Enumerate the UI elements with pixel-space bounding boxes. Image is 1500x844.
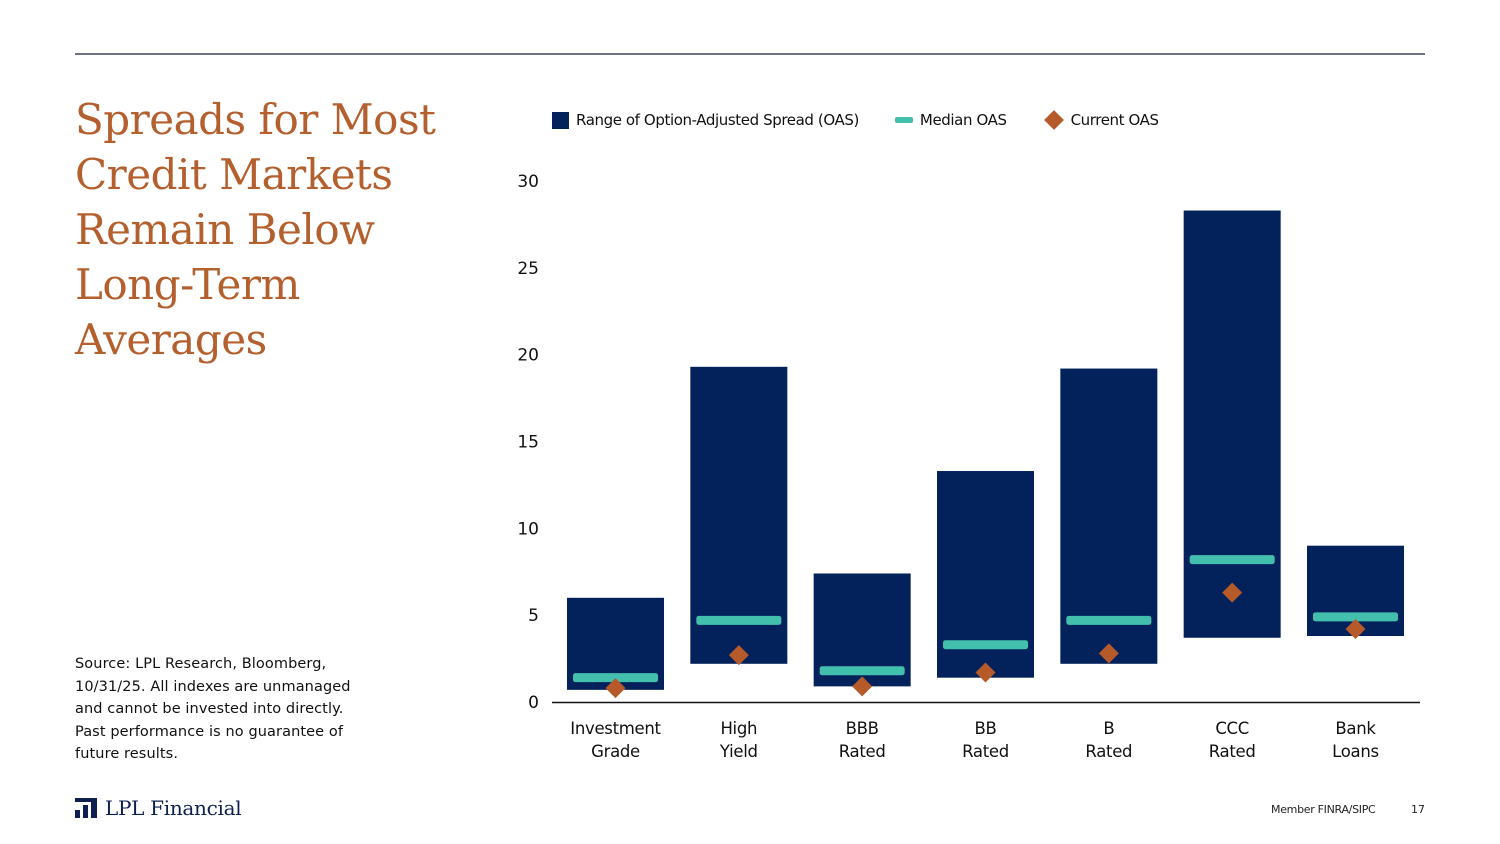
x-category-label: BBB [846,719,879,738]
range-swatch-icon [552,111,569,129]
source-line: Source: LPL Research, Bloomberg, [75,656,327,672]
source-note: Source: LPL Research, Bloomberg, 10/31/2… [75,653,395,766]
y-tick-label: 5 [528,606,539,626]
median-marker [1066,615,1152,625]
x-category-label: Grade [591,742,640,761]
legend-label: Range of Option-Adjusted Spread (OAS) [576,111,859,129]
median-marker [819,666,905,676]
range-bar [690,366,788,664]
y-tick-label: 25 [517,259,539,279]
top-divider [75,53,1425,55]
y-tick-label: 10 [517,519,539,539]
current-marker [975,662,996,683]
current-marker [728,645,749,666]
y-tick-label: 15 [517,433,539,453]
title-line: Averages [75,315,267,364]
x-category-label: Loans [1332,742,1379,761]
title-line: Remain Below [75,205,375,254]
member-finra-sipc: Member FINRA/SIPC [1271,803,1376,816]
current-marker [1222,582,1243,603]
current-marker [1345,619,1366,640]
y-tick-label: 20 [517,346,539,366]
range-bar [1060,368,1158,664]
source-line: future results. [75,746,179,762]
source-line: and cannot be invested into directly. [75,701,344,717]
median-marker [573,673,658,683]
x-category-label: Rated [1209,742,1256,761]
x-category-label: High [720,719,757,738]
legend-label: Current OAS [1070,111,1159,129]
title-line: Credit Markets [75,150,393,199]
title-line: Spreads for Most [75,95,436,144]
x-category-label: Investment [570,719,661,738]
legend-label: Median OAS [919,111,1007,129]
x-category-label: Yield [719,742,758,761]
median-dash-icon [894,117,913,123]
legend-item-median: Median OAS [894,111,1007,129]
x-category-label: Rated [962,742,1009,761]
lpl-logo-mark-icon [75,798,97,818]
median-marker [1189,555,1275,565]
current-marker [1098,643,1119,664]
source-line: 10/31/25. All indexes are unmanaged [75,678,351,695]
x-category-label: Bank [1335,719,1376,738]
x-category-label: B [1103,719,1114,738]
slide-title: Spreads for Most Credit Markets Remain B… [75,92,475,367]
source-line: Past performance is no guarantee of [75,723,344,740]
legend-item-range: Range of Option-Adjusted Spread (OAS) [552,111,859,129]
lpl-logo: LPL Financial [75,796,242,820]
y-tick-label: 0 [528,693,539,713]
title-line: Long-Term [75,260,300,309]
current-marker [605,678,626,699]
median-marker [943,640,1028,650]
y-tick-label: 30 [517,172,539,192]
page-number: 17 [1411,803,1425,816]
x-category-label: BB [974,719,996,738]
chart-legend: Range of Option-Adjusted Spread (OAS) Me… [552,110,1195,130]
x-category-label: Rated [839,742,886,761]
legend-item-current: Current OAS [1043,110,1159,130]
range-bar [1183,210,1281,638]
x-category-label: Rated [1085,742,1132,761]
x-category-label: CCC [1215,719,1249,738]
median-marker [696,615,782,625]
logo-text: LPL Financial [105,796,242,820]
current-marker [852,676,873,697]
median-marker [1313,612,1398,622]
